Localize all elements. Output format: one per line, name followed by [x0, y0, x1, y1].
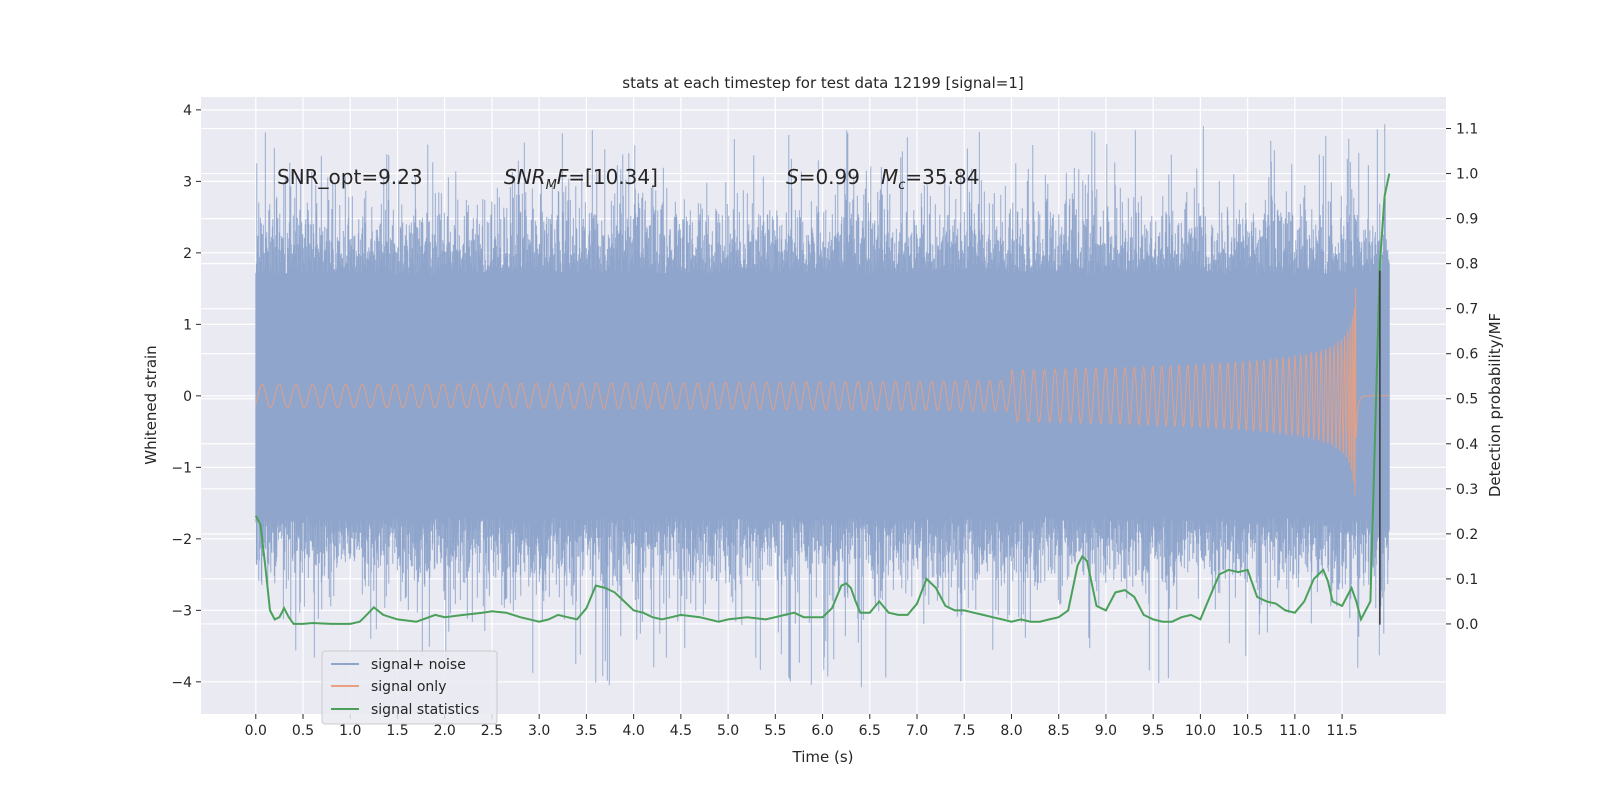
y-left-tick-label: 3 — [183, 174, 192, 190]
series-signal-only — [255, 287, 1390, 496]
x-tick-label: 7.5 — [953, 723, 975, 739]
x-tick-label: 6.0 — [811, 723, 833, 739]
y-right-tick-label: 0.1 — [1456, 572, 1478, 588]
signal-plus-noise-line — [255, 124, 1390, 688]
x-tick-label: 3.5 — [575, 723, 597, 739]
x-tick-label: 1.0 — [339, 723, 361, 739]
x-tick-label: 4.0 — [622, 723, 644, 739]
x-tick-label: 0.0 — [245, 723, 267, 739]
legend-box — [321, 650, 498, 725]
annotation-chirp-mass-value: =35.84 — [905, 165, 979, 189]
y-left-tick-label: 2 — [183, 246, 192, 262]
y-right-tick-label: 0.2 — [1456, 527, 1478, 543]
y-axis-left-ticks: 4 3 2 1 0 −1 −2 −3 −4 — [171, 103, 201, 691]
x-axis-ticks: 0.0 0.5 1.0 1.5 2.0 2.5 3.0 3.5 4.0 4.5 5.0 5.5 6.0 6… — [245, 714, 1358, 739]
x-tick-label: 8.5 — [1048, 723, 1070, 739]
series-signal-statistics — [254, 173, 1391, 625]
annotation-chirp-mass: Mc=35.84 — [881, 165, 979, 193]
y-left-tick-label: −4 — [171, 675, 192, 691]
y-right-tick-label: 0.7 — [1456, 302, 1478, 318]
legend: signal+ noise signal only signal statist… — [321, 650, 498, 725]
y-right-tick-label: 0.5 — [1456, 392, 1478, 408]
legend-label-signal-only: signal only — [371, 679, 446, 695]
y-left-tick-label: 0 — [183, 389, 192, 405]
annotation-snr-mf: SNRMF=[10.34] — [504, 165, 658, 193]
x-tick-label: 2.5 — [481, 723, 503, 739]
signal-statistics-line — [254, 173, 1391, 625]
y-right-tick-label: 0.0 — [1456, 617, 1478, 633]
annotation-stat-s: S=0.99 — [786, 165, 860, 189]
x-tick-label: 11.5 — [1327, 723, 1358, 739]
signal-only-line — [255, 287, 1390, 496]
x-tick-label: 5.0 — [717, 723, 739, 739]
legend-label-signal-plus-noise: signal+ noise — [371, 657, 466, 673]
x-tick-label: 0.5 — [292, 723, 314, 739]
annotation-snr-mf-value: =[10.34] — [568, 165, 658, 189]
y-right-tick-label: 0.3 — [1456, 482, 1478, 498]
y-right-tick-label: 0.9 — [1456, 212, 1478, 228]
x-tick-label: 9.0 — [1095, 723, 1117, 739]
y-right-tick-label: 0.6 — [1456, 347, 1478, 363]
annotation-stat-s-value: =0.99 — [799, 165, 860, 189]
y-left-tick-label: 4 — [183, 103, 192, 119]
x-tick-label: 10.5 — [1232, 723, 1263, 739]
y-axis-right-ticks: 1.1 1.0 0.9 0.8 0.7 0.6 0.5 0.4 0.3 0.2 0.1 0.0 — [1446, 122, 1478, 633]
x-tick-label: 1.5 — [386, 723, 408, 739]
chart-title: stats at each timestep for test data 121… — [622, 74, 1023, 92]
y-axis-right-label: Detection probability/MF — [1486, 313, 1504, 497]
y-left-tick-label: −2 — [171, 532, 192, 548]
y-right-tick-label: 1.1 — [1456, 122, 1478, 138]
y-right-tick-label: 0.8 — [1456, 257, 1478, 273]
x-axis-label: Time (s) — [792, 748, 854, 766]
y-left-tick-label: 1 — [183, 317, 192, 333]
y-axis-left-label: Whitened strain — [142, 345, 160, 464]
y-right-tick-label: 0.4 — [1456, 437, 1478, 453]
x-tick-label: 9.5 — [1142, 723, 1164, 739]
x-tick-label: 3.0 — [528, 723, 550, 739]
annotation-snr-opt: SNR_opt=9.23 — [277, 165, 423, 189]
x-tick-label: 2.0 — [434, 723, 456, 739]
x-tick-label: 7.0 — [906, 723, 928, 739]
x-tick-label: 4.5 — [670, 723, 692, 739]
x-tick-label: 5.5 — [764, 723, 786, 739]
x-tick-label: 10.0 — [1185, 723, 1216, 739]
x-tick-label: 11.0 — [1279, 723, 1310, 739]
legend-label-signal-statistics: signal statistics — [371, 702, 479, 718]
y-left-tick-label: −3 — [171, 603, 192, 619]
x-tick-label: 6.5 — [859, 723, 881, 739]
y-left-tick-label: −1 — [171, 460, 192, 476]
x-tick-label: 8.0 — [1000, 723, 1022, 739]
y-right-tick-label: 1.0 — [1456, 167, 1478, 183]
